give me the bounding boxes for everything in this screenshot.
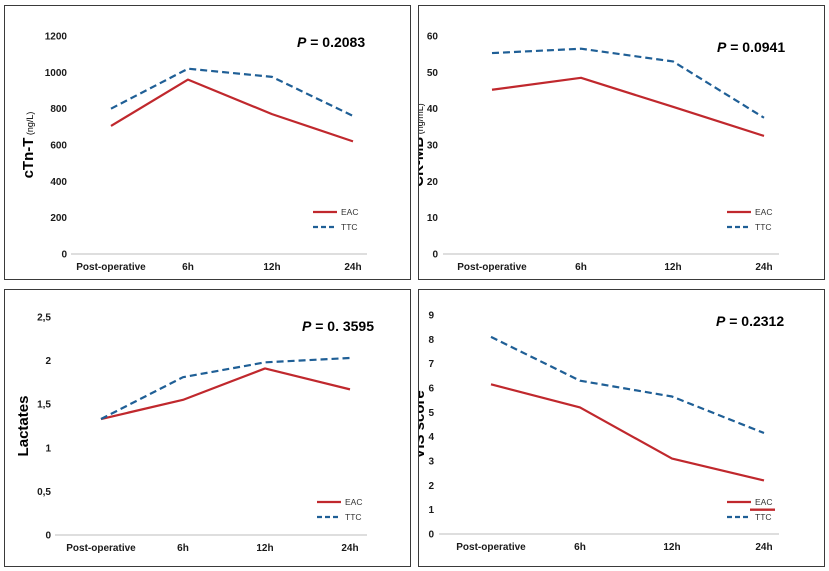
x-tick-label: 6h xyxy=(574,542,586,553)
y-axis-label: CK-MB (ng/mL) xyxy=(419,103,427,187)
p-value-label: P = 0.2083 xyxy=(297,34,365,50)
x-tick-label: 24h xyxy=(755,542,772,553)
series-line-eac xyxy=(100,367,351,421)
legend-label-ttc: TTC xyxy=(755,512,772,522)
y-axis-label: VIS score xyxy=(419,390,428,458)
legend-label-eac: EAC xyxy=(345,497,362,507)
x-tick-label: Post-operative xyxy=(457,262,527,273)
x-tick-label: 6h xyxy=(177,543,189,554)
x-tick-label: Post-operative xyxy=(76,262,146,273)
y-tick-label: 0 xyxy=(61,250,67,261)
y-tick-label: 60 xyxy=(427,32,439,43)
p-value-label: P = 0.0941 xyxy=(717,39,785,55)
x-tick-label: 24h xyxy=(755,262,772,273)
x-tick-label: 6h xyxy=(182,262,194,273)
legend-label-eac: EAC xyxy=(341,207,358,217)
series-line-ttc xyxy=(110,67,354,117)
y-tick-label: 10 xyxy=(427,213,439,224)
y-tick-label: 5 xyxy=(428,408,434,419)
y-tick-label: 7 xyxy=(428,359,434,370)
y-tick-label: 40 xyxy=(427,104,439,115)
y-tick-label: 8 xyxy=(428,335,434,346)
legend-label-ttc: TTC xyxy=(345,512,362,522)
y-tick-label: 2 xyxy=(428,481,434,492)
legend-label-eac: EAC xyxy=(755,497,772,507)
y-tick-label: 6 xyxy=(428,384,434,395)
x-tick-label: 6h xyxy=(575,262,587,273)
legend-label-eac: EAC xyxy=(755,207,772,217)
x-tick-label: 24h xyxy=(344,262,361,273)
x-tick-label: 12h xyxy=(664,262,681,273)
y-tick-label: 2 xyxy=(45,356,51,367)
y-tick-label: 1000 xyxy=(45,68,68,79)
x-tick-label: 12h xyxy=(263,262,280,273)
chart-svg: 0 200 400 600 800 1000 1200 Post-operative 6h 12h… xyxy=(20,32,367,273)
x-tick-label: Post-operative xyxy=(456,542,526,553)
y-tick-label: 1 xyxy=(45,443,51,454)
y-axis-label: cTn-T (ng/L) xyxy=(20,112,37,179)
y-tick-label: 800 xyxy=(50,104,67,115)
y-tick-label: 4 xyxy=(428,432,434,443)
y-tick-label: 3 xyxy=(428,457,434,468)
chart-panel-lactates: 0 0,5 1 1,5 2 2,5 Post-operative 6h 12h 24h Lactat… xyxy=(4,289,411,567)
y-tick-label: 0,5 xyxy=(37,487,51,498)
y-tick-label: 400 xyxy=(50,177,67,188)
y-axis-label: Lactates xyxy=(15,396,32,457)
y-tick-label: 0 xyxy=(428,530,434,541)
p-value-label: P = 0.2312 xyxy=(716,313,784,329)
y-tick-label: 2,5 xyxy=(37,313,51,324)
series-line-eac xyxy=(491,76,765,137)
series-line-ttc xyxy=(491,47,765,119)
chart-panel-ctnt: 0 200 400 600 800 1000 1200 Post-operative 6h 12h… xyxy=(4,5,411,280)
chart-svg: 0 0,5 1 1,5 2 2,5 Post-operative 6h 12h 24h Lactat… xyxy=(15,313,374,555)
y-tick-label: 0 xyxy=(45,531,51,542)
x-tick-label: 24h xyxy=(341,543,358,554)
y-tick-label: 0 xyxy=(432,250,438,261)
chart-panel-vis-score: 0 1 2 3 4 5 6 7 8 9 Post-operative 6h 12h 24h VIS scor… xyxy=(418,289,825,567)
series-line-ttc xyxy=(490,335,765,435)
y-tick-label: 50 xyxy=(427,68,439,79)
chart-panel-ckmb: 0 10 20 30 40 50 60 Post-operative 6h 12h 24h CK-MB… xyxy=(418,5,825,280)
legend-label-ttc: TTC xyxy=(755,222,772,232)
y-tick-label: 20 xyxy=(427,177,439,188)
series-line-eac xyxy=(490,383,765,482)
legend-label-ttc: TTC xyxy=(341,222,358,232)
y-tick-label: 30 xyxy=(427,141,439,152)
p-value-label: P = 0. 3595 xyxy=(302,318,374,334)
chart-svg: 0 10 20 30 40 50 60 Post-operative 6h 12h 24h CK-MB… xyxy=(419,32,785,274)
y-tick-label: 200 xyxy=(50,213,67,224)
series-line-eac xyxy=(110,78,354,143)
x-tick-label: 12h xyxy=(663,542,680,553)
y-tick-label: 1200 xyxy=(45,32,68,43)
series-line-ttc xyxy=(100,356,351,421)
y-tick-label: 600 xyxy=(50,141,67,152)
y-tick-label: 1 xyxy=(428,505,434,516)
x-tick-label: 12h xyxy=(256,543,273,554)
y-tick-label: 9 xyxy=(428,311,434,322)
y-tick-label: 1,5 xyxy=(37,400,51,411)
x-tick-label: Post-operative xyxy=(66,543,136,554)
chart-svg: 0 1 2 3 4 5 6 7 8 9 Post-operative 6h 12h 24h VIS scor… xyxy=(419,311,784,554)
